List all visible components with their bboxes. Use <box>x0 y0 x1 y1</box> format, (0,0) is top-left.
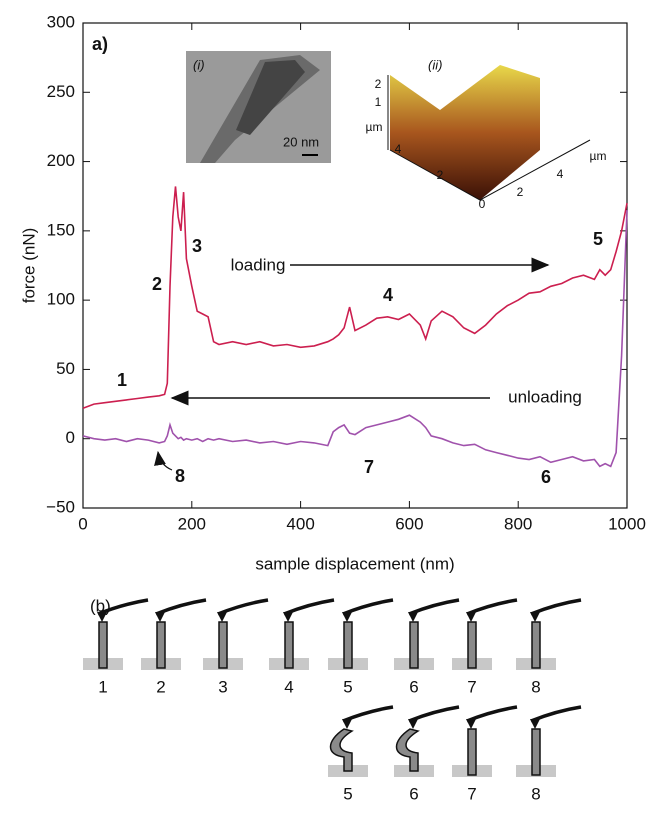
nanotube <box>531 728 541 776</box>
inset-axis-label: 2 <box>437 168 444 182</box>
cantilever <box>408 598 460 616</box>
x-tick-label: 400 <box>286 514 314 533</box>
annotation: 1 <box>117 370 127 390</box>
scale-label: 20 nm <box>283 134 319 149</box>
x-axis-label: sample displacement (nm) <box>255 554 454 573</box>
tip <box>530 719 540 729</box>
inset-axis-label: 4 <box>557 167 564 181</box>
inset-axis-label: µm <box>366 120 383 134</box>
nanotube <box>284 621 294 669</box>
cantilever <box>155 598 207 616</box>
y-tick-label: 50 <box>56 359 75 378</box>
annotation: loading <box>231 255 286 274</box>
annotation: 6 <box>541 467 551 487</box>
y-tick-label: 0 <box>66 428 75 447</box>
tip <box>283 612 293 622</box>
plot-frame <box>82 22 628 509</box>
data-line <box>82 210 628 468</box>
tip <box>408 612 418 622</box>
annotation: 5 <box>593 229 603 249</box>
annotation: 3 <box>192 236 202 256</box>
cantilever <box>530 598 582 616</box>
y-tick-label: 150 <box>47 220 75 239</box>
nanotube <box>343 621 353 669</box>
cantilever <box>342 705 394 723</box>
cantilever <box>466 598 518 616</box>
cantilever <box>466 705 518 723</box>
annotation: unloading <box>508 387 582 406</box>
cantilever <box>408 705 460 723</box>
y-tick-label: 250 <box>47 82 75 101</box>
inset-axis-label: 2 <box>517 185 524 199</box>
annotation: 2 <box>152 274 162 294</box>
nanotube <box>98 621 108 669</box>
panel-b: (b)1 2 3 4 5 6 7 85 6 7 8 <box>83 596 582 803</box>
step-label: 6 <box>409 784 418 803</box>
inset-label: (i) <box>193 57 205 72</box>
step-label: 7 <box>467 784 476 803</box>
nanotube <box>531 621 541 669</box>
y-tick-label: −50 <box>46 497 75 516</box>
step-label: 7 <box>467 677 476 696</box>
cantilever <box>530 705 582 723</box>
tip <box>217 612 227 622</box>
step-label: 6 <box>409 677 418 696</box>
x-tick-label: 600 <box>395 514 423 533</box>
x-tick-label: 1000 <box>608 514 646 533</box>
step-label: 3 <box>218 677 227 696</box>
nanotube <box>329 728 354 772</box>
inset-afm <box>390 65 540 200</box>
inset-tip-core <box>236 60 305 135</box>
nanotube <box>395 728 420 772</box>
annotation: a) <box>92 34 108 54</box>
y-tick-label: 300 <box>47 12 75 31</box>
cantilever <box>217 598 269 616</box>
step-label: 5 <box>343 677 352 696</box>
annotation: 7 <box>364 457 374 477</box>
arrow <box>154 450 173 471</box>
step-label: 8 <box>531 784 540 803</box>
annotation: 8 <box>175 466 185 486</box>
y-tick-label: 100 <box>47 290 75 309</box>
step-label: 8 <box>531 677 540 696</box>
y-axis-label: force (nN) <box>19 228 38 304</box>
inset-axis-label: 1 <box>375 95 382 109</box>
tip <box>97 612 107 622</box>
nanotube <box>218 621 228 669</box>
x-tick-label: 200 <box>178 514 206 533</box>
tip <box>466 719 476 729</box>
tip <box>342 719 352 729</box>
tip <box>530 612 540 622</box>
inset-label: (ii) <box>428 57 442 72</box>
cantilever <box>342 598 394 616</box>
inset-afm-axes <box>389 139 591 201</box>
nanotube <box>409 621 419 669</box>
nanotube <box>156 621 166 669</box>
step-label: 5 <box>343 784 352 803</box>
nanotube <box>467 621 477 669</box>
inset-axis-label: 2 <box>375 77 382 91</box>
tip <box>155 612 165 622</box>
data-line <box>82 186 628 409</box>
inset-axis-label: 4 <box>395 142 402 156</box>
x-tick-label: 0 <box>78 514 87 533</box>
step-label: 4 <box>284 677 293 696</box>
step-label: 1 <box>98 677 107 696</box>
y-tick-label: 200 <box>47 151 75 170</box>
cantilever <box>283 598 335 616</box>
nanotube <box>467 728 477 776</box>
inset-axis-label: µm <box>590 149 607 163</box>
annotation: 4 <box>383 285 393 305</box>
x-tick-label: 800 <box>504 514 532 533</box>
step-label: 2 <box>156 677 165 696</box>
tip <box>408 719 418 729</box>
tip <box>342 612 352 622</box>
inset-axis-label: 0 <box>479 197 486 211</box>
tip <box>466 612 476 622</box>
